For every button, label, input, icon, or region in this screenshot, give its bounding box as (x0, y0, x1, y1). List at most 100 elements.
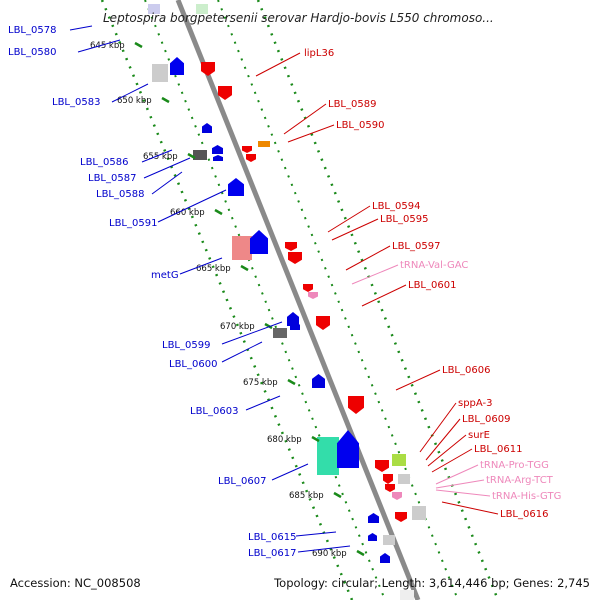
feature-label-text[interactable]: LBL_0595 (380, 214, 428, 225)
feature-label-left[interactable]: LBL_0588 (96, 171, 183, 200)
feature-label-left[interactable]: LBL_0600 (169, 341, 263, 370)
gene-feature[interactable] (242, 146, 252, 153)
feature-label-text[interactable]: LBL_0589 (328, 99, 376, 110)
gene-feature[interactable] (258, 141, 270, 147)
feature-label-right[interactable]: lipL36 (255, 48, 334, 77)
feature-label-left[interactable]: LBL_0580 (8, 39, 121, 58)
gene-feature[interactable] (212, 145, 223, 154)
feature-label-text[interactable]: LBL_0587 (88, 173, 136, 184)
gene-feature[interactable] (287, 312, 299, 326)
feature-label-right[interactable]: tRNA-Pro-TGG (435, 460, 549, 485)
gene-feature[interactable] (250, 230, 268, 254)
feature-label-text[interactable]: LBL_0590 (336, 120, 384, 131)
feature-label-text[interactable]: LBL_0606 (442, 365, 490, 376)
gene-feature[interactable] (348, 396, 364, 414)
gene-feature[interactable] (368, 533, 377, 541)
gene-feature[interactable] (152, 64, 168, 82)
gene-feature[interactable] (246, 154, 256, 162)
feature-label-right[interactable]: LBL_0606 (395, 365, 490, 391)
feature-label-text[interactable]: LBL_0615 (248, 532, 296, 543)
feature-label-text[interactable]: LBL_0594 (372, 201, 420, 212)
feature-label-text[interactable]: tRNA-His-GTG (492, 491, 561, 502)
feature-label-right[interactable]: LBL_0611 (431, 444, 522, 473)
gene-feature[interactable] (288, 252, 302, 264)
feature-label-left[interactable]: metG (151, 257, 223, 281)
feature-label-right[interactable]: tRNA-His-GTG (435, 489, 561, 502)
feature-label-text[interactable]: LBL_0588 (96, 189, 144, 200)
feature-label-right[interactable]: LBL_0601 (361, 280, 456, 307)
gene-feature[interactable] (337, 430, 359, 468)
feature-label-text[interactable]: tRNA-Pro-TGG (480, 460, 549, 471)
feature-label-left[interactable]: LBL_0603 (190, 395, 281, 417)
feature-label-text[interactable]: LBL_0578 (8, 25, 56, 36)
gene-feature[interactable] (193, 150, 207, 160)
feature-label-text[interactable]: LBL_0600 (169, 359, 217, 370)
feature-label-right[interactable]: LBL_0609 (425, 414, 510, 461)
gene-feature[interactable] (395, 512, 407, 522)
gene-feature[interactable] (290, 322, 300, 330)
feature-label-left[interactable]: LBL_0583 (52, 83, 149, 108)
feature-label-text[interactable]: lipL36 (304, 48, 334, 59)
feature-label-right[interactable]: tRNA-Val-GAC (351, 260, 468, 285)
gene-feature[interactable] (398, 474, 410, 484)
feature-label-right[interactable]: tRNA-Arg-TCT (435, 475, 554, 489)
feature-label-text[interactable]: LBL_0583 (52, 97, 100, 108)
gene-feature[interactable] (412, 506, 426, 520)
feature-label-right[interactable]: LBL_0594 (327, 201, 420, 233)
gene-feature[interactable] (170, 57, 184, 75)
gene-feature[interactable] (375, 460, 389, 472)
feature-label-text[interactable]: metG (151, 270, 179, 281)
feature-label-text[interactable]: LBL_0597 (392, 241, 440, 252)
feature-label-text[interactable]: LBL_0609 (462, 414, 510, 425)
gene-feature[interactable] (380, 553, 390, 563)
feature-label-text[interactable]: LBL_0601 (408, 280, 456, 291)
feature-label-right[interactable]: LBL_0595 (331, 214, 428, 241)
feature-label-text[interactable]: LBL_0586 (80, 157, 128, 168)
feature-label-text[interactable]: LBL_0616 (500, 509, 548, 520)
gene-feature[interactable] (400, 590, 414, 600)
feature-label-left[interactable]: LBL_0599 (162, 321, 283, 351)
feature-label-text[interactable]: LBL_0580 (8, 47, 56, 58)
gene-feature[interactable] (196, 4, 208, 14)
feature-label-right[interactable]: LBL_0590 (287, 120, 384, 143)
feature-label-left[interactable]: LBL_0617 (248, 545, 351, 559)
feature-label-left[interactable]: LBL_0586 (80, 149, 173, 168)
feature-label-text[interactable]: LBL_0607 (218, 476, 266, 487)
feature-label-right[interactable]: sppA-3 (419, 398, 493, 453)
feature-label-left[interactable]: LBL_0587 (88, 157, 191, 184)
feature-label-text[interactable]: LBL_0611 (474, 444, 522, 455)
gene-feature[interactable] (285, 242, 297, 251)
gene-feature[interactable] (303, 284, 313, 292)
gene-feature[interactable] (317, 437, 339, 475)
gene-feature[interactable] (228, 178, 244, 196)
feature-label-text[interactable]: LBL_0599 (162, 340, 210, 351)
gene-feature[interactable] (383, 535, 395, 545)
feature-label-right[interactable]: LBL_0616 (441, 501, 548, 520)
feature-label-text[interactable]: LBL_0603 (190, 406, 238, 417)
feature-label-left[interactable]: LBL_0615 (248, 531, 337, 543)
gene-feature[interactable] (308, 292, 318, 299)
gene-feature[interactable] (383, 474, 393, 484)
gene-feature[interactable] (148, 4, 160, 14)
gene-feature[interactable] (213, 155, 223, 161)
gene-feature[interactable] (316, 316, 330, 330)
feature-label-text[interactable]: sppA-3 (458, 398, 493, 409)
gene-feature[interactable] (202, 123, 212, 133)
feature-label-left[interactable]: LBL_0591 (109, 189, 227, 229)
feature-label-text[interactable]: tRNA-Arg-TCT (486, 475, 554, 486)
feature-label-text[interactable]: surE (468, 430, 490, 441)
feature-label-left[interactable]: LBL_0607 (218, 463, 309, 487)
gene-feature[interactable] (385, 484, 395, 492)
feature-label-text[interactable]: LBL_0591 (109, 218, 157, 229)
gene-feature[interactable] (273, 328, 287, 338)
gene-feature[interactable] (201, 62, 215, 76)
feature-label-right[interactable]: surE (427, 430, 490, 467)
gene-feature[interactable] (368, 513, 379, 523)
feature-label-left[interactable]: LBL_0578 (8, 25, 93, 36)
gene-feature[interactable] (218, 86, 232, 100)
feature-label-right[interactable]: LBL_0597 (345, 241, 440, 271)
feature-label-text[interactable]: LBL_0617 (248, 548, 296, 559)
feature-label-text[interactable]: tRNA-Val-GAC (400, 260, 468, 271)
feature-label-right[interactable]: LBL_0589 (283, 99, 376, 135)
gene-feature[interactable] (312, 374, 325, 388)
